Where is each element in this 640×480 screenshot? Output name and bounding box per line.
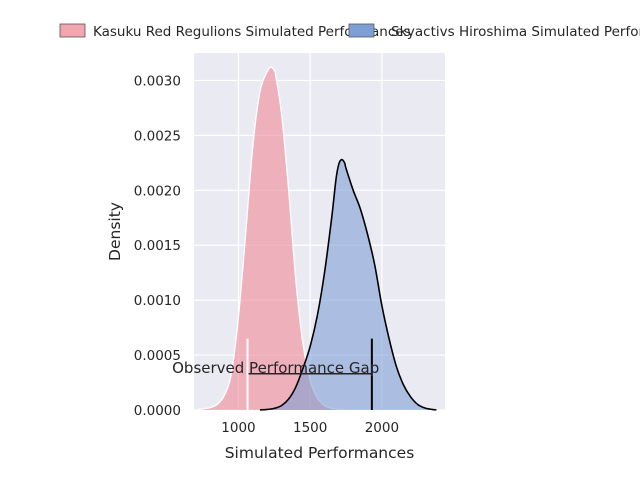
x-tick-label-2: 2000 [365,420,399,436]
legend-swatch-skyactivs [348,23,375,38]
legend-swatch-kasuku [59,23,86,38]
y-tick-label-5: 0.0025 [134,128,181,144]
gap-annotation-text: Observed Performance Gap [172,359,379,377]
y-tick-label-6: 0.0030 [134,73,181,89]
y-tick-label-1: 0.0005 [134,348,181,364]
x-tick-label-0: 1000 [221,420,255,436]
x-tick-label-1: 1500 [293,420,327,436]
legend-label-skyactivs: Skyactivs Hiroshima Simulated Performanc… [391,24,640,40]
density-line-skyactivs [259,158,437,411]
legend: Kasuku Red Regulions Simulated Performan… [59,23,640,40]
y-tick-label-2: 0.0010 [134,293,181,309]
y-tick-label-3: 0.0015 [134,238,181,254]
y-tick-labels: 0.0000 0.0005 0.0010 0.0015 0.0020 0.0025 0.00… [134,73,181,419]
x-axis-title: Simulated Performances [225,444,415,462]
density-area-skyactivs [259,159,437,410]
legend-label-kasuku: Kasuku Red Regulions Simulated Performan… [93,24,411,40]
density-curves [198,66,437,411]
y-tick-label-4: 0.0020 [134,183,181,199]
density-area-kasuku [198,67,347,411]
y-axis-title: Density [106,202,124,261]
y-tick-label-0: 0.0000 [134,403,181,419]
performance-gap-annotation: Observed Performance Gap [172,338,379,410]
x-tick-labels: 1000 1500 2000 [221,420,399,436]
